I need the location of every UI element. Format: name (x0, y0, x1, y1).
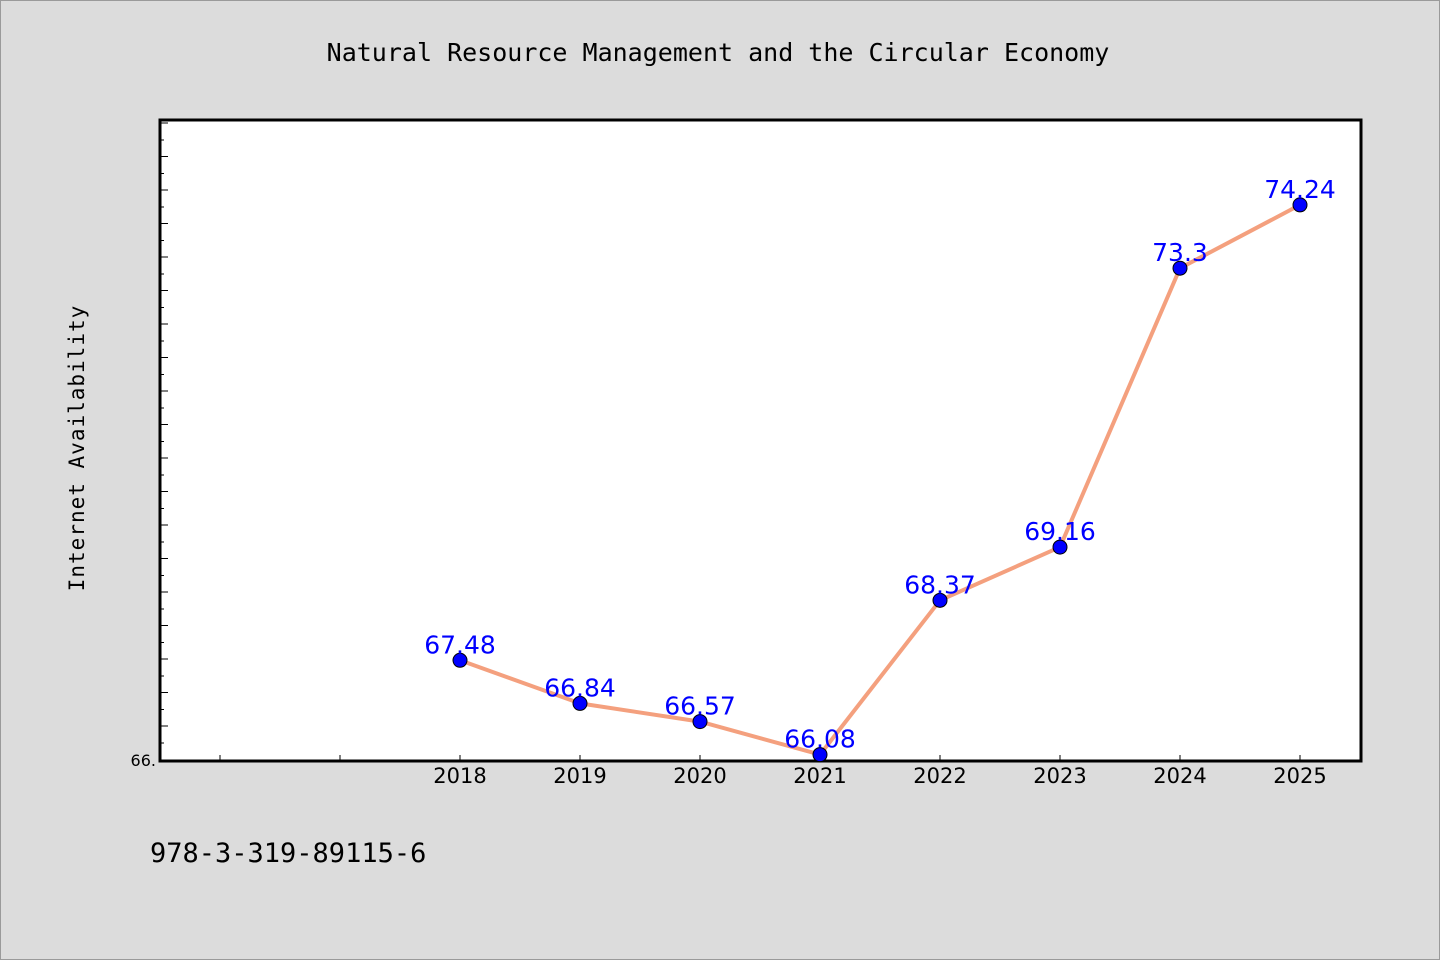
data-point-marker (1292, 197, 1308, 213)
y-tick-label: 66. (131, 751, 156, 770)
x-tick-label: 2025 (1273, 764, 1326, 788)
data-point-marker (452, 652, 468, 668)
plot-area (158, 118, 1363, 763)
data-label: 66.57 (664, 692, 736, 721)
x-tick-label: 2024 (1153, 764, 1206, 788)
x-tick-label: 2023 (1033, 764, 1086, 788)
x-tick-label: 2021 (793, 764, 846, 788)
x-tick-label: 2019 (553, 764, 606, 788)
series-line (459, 203, 1301, 757)
x-tick-label: 2018 (433, 764, 486, 788)
data-point-marker (1172, 260, 1188, 276)
x-tick-label: 2020 (673, 764, 726, 788)
data-label: 74.24 (1264, 175, 1336, 204)
x-tick-label: 2022 (913, 764, 966, 788)
chart-title: Natural Resource Management and the Circ… (327, 38, 1110, 67)
data-label: 69.16 (1024, 517, 1096, 546)
data-label: 73.3 (1152, 238, 1208, 267)
data-label: 67.48 (424, 630, 496, 659)
x-axis-tick-labels: 2018 2019 2020 2021 2022 2023 2024 2025 (433, 764, 1326, 788)
data-point-marker (1052, 539, 1068, 555)
isbn-footer: 978-3-319-89115-6 (150, 838, 426, 869)
y-axis-ticks (160, 122, 168, 744)
data-point-marker (572, 695, 588, 711)
data-markers (452, 197, 1308, 763)
y-axis-label: Internet Availability (65, 305, 89, 592)
data-point-marker (692, 714, 708, 730)
data-label: 66.84 (544, 673, 616, 702)
data-label: 66.08 (784, 725, 856, 754)
data-label: 68.37 (904, 570, 976, 599)
data-point-marker (932, 592, 948, 608)
data-labels: 67.48 66.84 66.57 66.08 68.37 69.16 73.3 74.24 (424, 175, 1336, 754)
data-point-marker (812, 747, 828, 763)
